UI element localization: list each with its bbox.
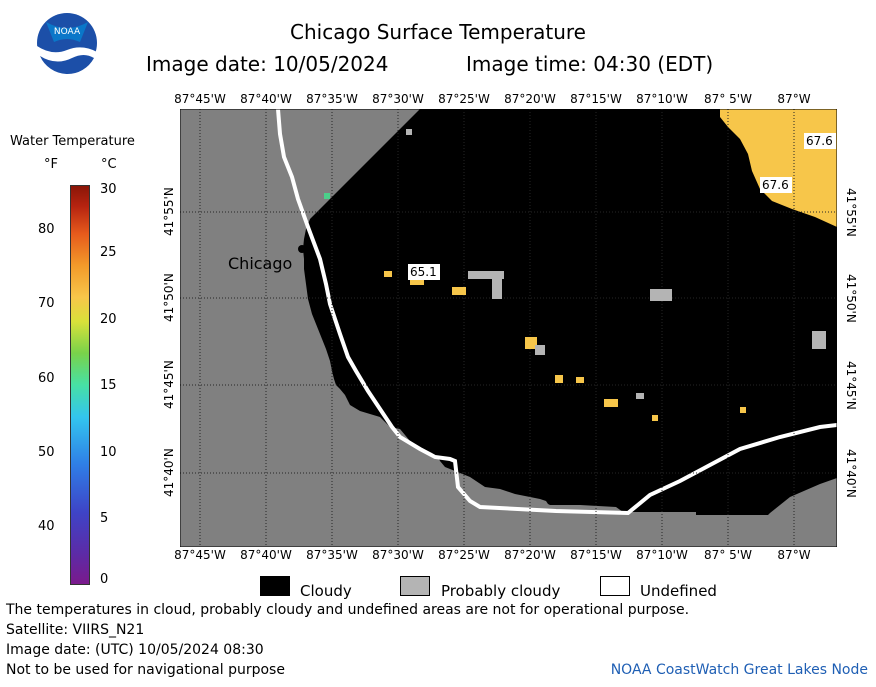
colorbar-f-tick: 80 xyxy=(38,222,55,237)
footer-utc-date: Image date: (UTC) 10/05/2024 08:30 xyxy=(6,642,264,658)
colorbar-unit-c: °C xyxy=(101,157,117,172)
scattered-pixels xyxy=(324,129,826,421)
noaa-logo: NOAA xyxy=(36,12,98,80)
lon-label: 87°35'W xyxy=(306,548,358,562)
lat-label: 41°55'N xyxy=(162,187,176,237)
chicago-marker xyxy=(298,245,306,253)
temperature-labels: 67.6 67.6 65.1 xyxy=(408,133,836,280)
grid-lines xyxy=(180,109,837,547)
lon-label: 87°30'W xyxy=(372,92,424,106)
colorbar-c-tick: 30 xyxy=(100,182,117,197)
lon-label: 87°20'W xyxy=(504,92,556,106)
colorbar-title: Water Temperature xyxy=(10,134,135,149)
lon-label: 87°30'W xyxy=(372,548,424,562)
footer-credit: NOAA CoastWatch Great Lakes Node xyxy=(610,662,868,678)
lat-label: 41°55'N xyxy=(844,187,858,237)
lon-label: 87°40'W xyxy=(240,548,292,562)
lon-label: 87°15'W xyxy=(570,92,622,106)
lat-label: 41°50'N xyxy=(844,273,858,323)
footer-note: The temperatures in cloud, probably clou… xyxy=(6,602,690,618)
temp-label: 67.6 xyxy=(806,134,833,148)
svg-text:NOAA: NOAA xyxy=(54,27,81,37)
city-label: Chicago xyxy=(228,254,292,273)
lat-label: 41°40'N xyxy=(844,448,858,498)
lon-label: 87°25'W xyxy=(438,548,490,562)
lon-label: 87°25'W xyxy=(438,92,490,106)
lon-label: 87°10'W xyxy=(636,548,688,562)
legend-cloudy: Cloudy xyxy=(300,582,352,600)
lat-label: 41°45'N xyxy=(162,360,176,410)
page-title: Chicago Surface Temperature xyxy=(290,20,586,44)
colorbar-f-tick: 60 xyxy=(38,371,55,386)
lon-label: 87°W xyxy=(777,92,811,106)
colorbar-c-tick: 10 xyxy=(100,445,117,460)
legend-swatch-cloudy xyxy=(260,576,290,596)
colorbar-f-tick: 70 xyxy=(38,296,55,311)
legend-undefined: Undefined xyxy=(640,582,717,600)
legend-swatch-undefined xyxy=(600,576,630,596)
lon-label: 87°10'W xyxy=(636,92,688,106)
lon-label: 87°35'W xyxy=(306,92,358,106)
colorbar xyxy=(70,185,90,585)
temp-label: 67.6 xyxy=(762,178,789,192)
image-date: Image date: 10/05/2024 xyxy=(146,52,389,76)
lon-label: 87°45'W xyxy=(174,92,226,106)
image-time: Image time: 04:30 (EDT) xyxy=(466,52,714,76)
lon-label: 87°45'W xyxy=(174,548,226,562)
colorbar-c-tick: 25 xyxy=(100,245,117,260)
legend-swatch-probably-cloudy xyxy=(400,576,430,596)
undefined-shoreline xyxy=(276,109,837,516)
lon-label: 87°20'W xyxy=(504,548,556,562)
legend-probably-cloudy: Probably cloudy xyxy=(441,582,561,600)
colorbar-c-tick: 15 xyxy=(100,378,117,393)
temperature-map: 67.6 67.6 65.1 Chicago xyxy=(180,109,837,547)
colorbar-c-tick: 5 xyxy=(100,511,109,526)
lat-label: 41°45'N xyxy=(844,360,858,410)
colorbar-unit-f: °F xyxy=(44,157,58,172)
colorbar-c-tick: 0 xyxy=(100,572,109,587)
lon-label: 87°15'W xyxy=(570,548,622,562)
lon-label: 87°40'W xyxy=(240,92,292,106)
colorbar-c-tick: 20 xyxy=(100,312,117,327)
lake-cloud-area xyxy=(303,109,837,515)
temp-label: 65.1 xyxy=(410,265,437,279)
lon-label: 87° 5'W xyxy=(704,548,752,562)
lat-label: 41°40'N xyxy=(162,448,176,498)
footer-nav: Not to be used for navigational purpose xyxy=(6,662,285,678)
colorbar-f-tick: 40 xyxy=(38,519,55,534)
colorbar-f-tick: 50 xyxy=(38,445,55,460)
lat-label: 41°50'N xyxy=(162,273,176,323)
lon-label: 87° 5'W xyxy=(704,92,752,106)
footer-satellite: Satellite: VIIRS_N21 xyxy=(6,622,145,638)
lon-label: 87°W xyxy=(777,548,811,562)
